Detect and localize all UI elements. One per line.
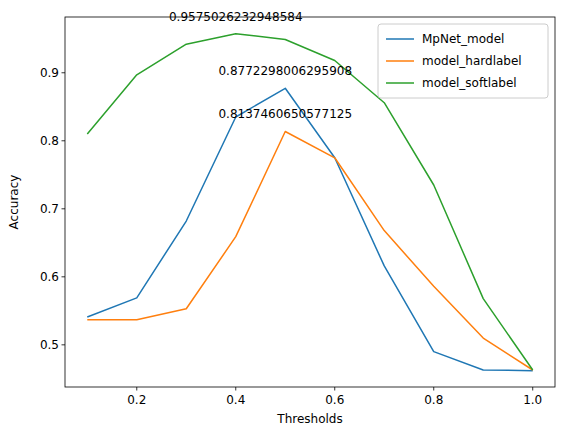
- x-tick-label: 0.2: [127, 393, 146, 407]
- y-tick-label: 0.6: [40, 270, 59, 284]
- x-tick: [334, 387, 335, 391]
- x-tick: [532, 387, 533, 391]
- x-tick-label: 1.0: [523, 393, 542, 407]
- y-tick: [62, 276, 66, 277]
- plot-area: [87, 34, 532, 371]
- y-tick: [62, 140, 66, 141]
- y-tick-label: 0.9: [40, 66, 59, 80]
- x-tick: [433, 387, 434, 391]
- y-axis-label: Accuracy: [7, 175, 21, 230]
- x-tick-label: 0.8: [424, 393, 443, 407]
- y-tick: [62, 344, 66, 345]
- y-tick: [62, 72, 66, 73]
- legend-box: [378, 24, 548, 98]
- x-axis-label: Thresholds: [276, 412, 342, 426]
- frame: [65, 17, 555, 387]
- annotation: 0.8772298006295908: [218, 64, 352, 78]
- chart: 0.2 0.4 0.6 0.8 1.0 0.5 0.6 0.7 0.8 0.9 Thresholds…: [0, 0, 567, 440]
- legend-label: model_softlabel: [422, 76, 517, 90]
- annotation: 0.8137460650577125: [218, 107, 352, 121]
- x-tick-label: 0.6: [325, 393, 344, 407]
- series-line: [87, 131, 532, 370]
- y-tick-label: 0.8: [40, 134, 59, 148]
- y-tick: [62, 208, 66, 209]
- y-tick-label: 0.7: [40, 202, 59, 216]
- series-line: [87, 34, 532, 370]
- legend-swatch: [386, 82, 414, 84]
- legend: MpNet_model model_hardlabel model_softlabe…: [378, 24, 548, 98]
- legend-label: MpNet_model: [422, 32, 504, 46]
- annotation: 0.9575026232948584: [169, 10, 303, 24]
- legend-swatch: [386, 60, 414, 62]
- y-tick-label: 0.5: [40, 338, 59, 352]
- series-line: [87, 88, 532, 370]
- x-tick: [136, 387, 137, 391]
- legend-swatch: [386, 38, 414, 40]
- x-tick: [235, 387, 236, 391]
- legend-label: model_hardlabel: [422, 54, 522, 68]
- x-tick-label: 0.4: [226, 393, 245, 407]
